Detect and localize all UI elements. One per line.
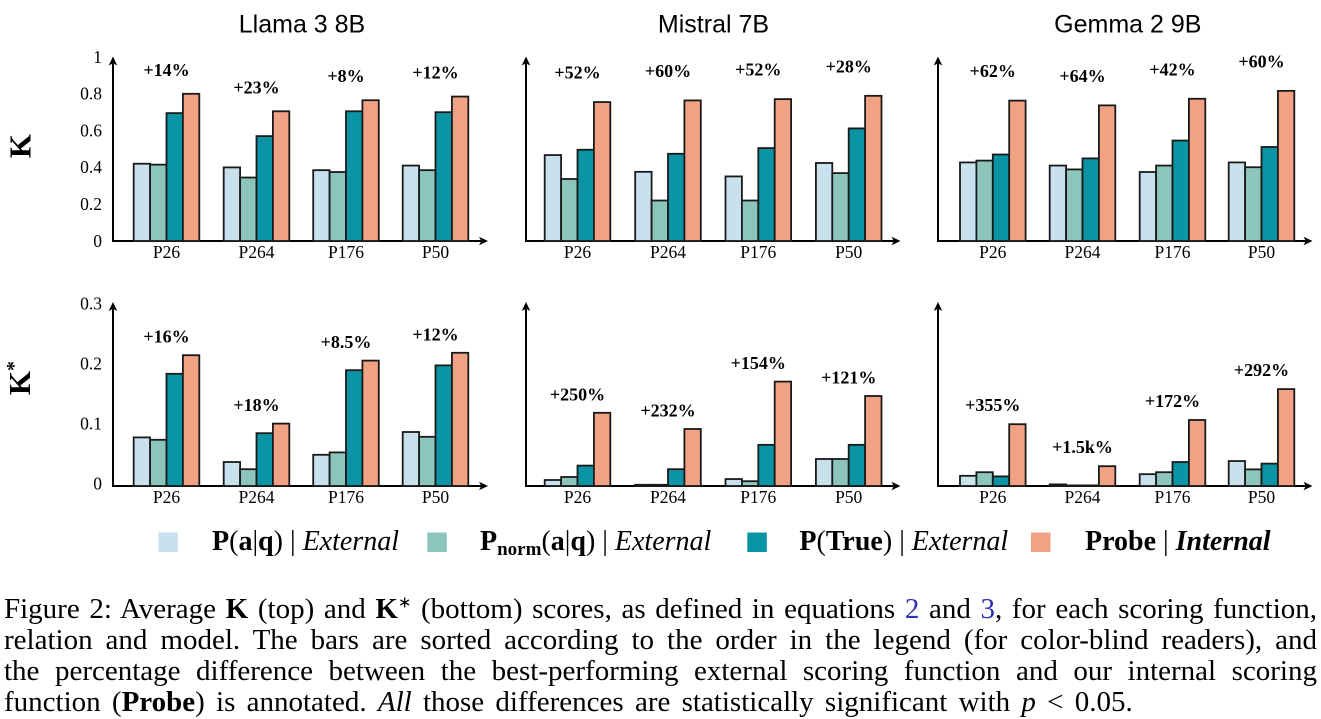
svg-text:Mistral 7B: Mistral 7B: [658, 10, 769, 38]
svg-text:0.1: 0.1: [80, 413, 102, 433]
svg-text:0.2: 0.2: [80, 194, 102, 214]
svg-text:P26: P26: [564, 242, 591, 262]
svg-text:+154%: +154%: [731, 353, 786, 373]
svg-text:+60%: +60%: [645, 61, 691, 81]
svg-text:P26: P26: [979, 487, 1006, 507]
svg-text:P26: P26: [564, 487, 591, 507]
svg-text:0: 0: [93, 231, 102, 251]
svg-text:+355%: +355%: [965, 395, 1020, 415]
svg-text:P50: P50: [835, 242, 862, 262]
svg-text:+8%: +8%: [327, 66, 364, 86]
svg-text:+23%: +23%: [233, 77, 279, 97]
svg-text:P264: P264: [1065, 487, 1101, 507]
svg-text:0.2: 0.2: [80, 353, 102, 373]
svg-text:0.6: 0.6: [80, 120, 102, 140]
svg-text:P264: P264: [239, 242, 275, 262]
svg-text:+250%: +250%: [550, 384, 605, 404]
svg-text:Probe | Internal: Probe | Internal: [1085, 526, 1271, 557]
svg-text:+64%: +64%: [1059, 66, 1105, 86]
svg-text:P264: P264: [650, 487, 686, 507]
svg-text:+121%: +121%: [821, 368, 876, 388]
svg-text:+28%: +28%: [826, 56, 872, 76]
svg-text:+292%: +292%: [1234, 360, 1289, 380]
svg-text:P50: P50: [835, 487, 862, 507]
svg-text:+14%: +14%: [143, 60, 189, 80]
svg-text:P26: P26: [153, 242, 180, 262]
svg-text:P50: P50: [422, 487, 449, 507]
svg-text:+52%: +52%: [735, 60, 781, 80]
svg-text:P176: P176: [740, 487, 776, 507]
svg-text:P176: P176: [740, 242, 776, 262]
svg-text:P(True) | External: P(True) | External: [799, 526, 1008, 557]
svg-text:+1.5k%: +1.5k%: [1052, 437, 1113, 457]
svg-text:P26: P26: [979, 242, 1006, 262]
svg-text:Pnorm(a|q) | External: Pnorm(a|q) | External: [480, 526, 712, 560]
svg-text:P264: P264: [650, 242, 686, 262]
svg-text:Llama 3 8B: Llama 3 8B: [239, 10, 365, 38]
svg-text:+8.5%: +8.5%: [321, 332, 372, 352]
svg-text:0.8: 0.8: [80, 84, 102, 104]
svg-text:0: 0: [93, 473, 102, 493]
svg-text:+18%: +18%: [233, 395, 279, 415]
svg-text:K*: K*: [2, 361, 37, 395]
svg-text:P264: P264: [239, 487, 275, 507]
svg-text:P176: P176: [1155, 242, 1191, 262]
svg-text:P176: P176: [328, 242, 364, 262]
svg-text:0.4: 0.4: [80, 157, 102, 177]
svg-text:+172%: +172%: [1145, 391, 1200, 411]
svg-text:P264: P264: [1065, 242, 1101, 262]
svg-text:+16%: +16%: [143, 327, 189, 347]
svg-text:+232%: +232%: [640, 401, 695, 421]
svg-text:P50: P50: [1248, 487, 1275, 507]
svg-text:0.3: 0.3: [80, 293, 102, 313]
svg-text:Gemma 2 9B: Gemma 2 9B: [1054, 10, 1201, 38]
svg-text:P50: P50: [422, 242, 449, 262]
svg-text:+42%: +42%: [1149, 59, 1195, 79]
svg-text:+62%: +62%: [970, 61, 1016, 81]
svg-text:+12%: +12%: [412, 324, 458, 344]
svg-text:K: K: [3, 134, 38, 158]
svg-text:+52%: +52%: [554, 63, 600, 83]
svg-text:P50: P50: [1248, 242, 1275, 262]
svg-text:P176: P176: [1155, 487, 1191, 507]
svg-text:P26: P26: [153, 487, 180, 507]
svg-text:+12%: +12%: [412, 63, 458, 83]
svg-text:P(a|q) | External: P(a|q) | External: [212, 526, 399, 557]
svg-text:+60%: +60%: [1238, 51, 1284, 71]
svg-text:P176: P176: [328, 487, 364, 507]
svg-text:1: 1: [93, 47, 102, 67]
